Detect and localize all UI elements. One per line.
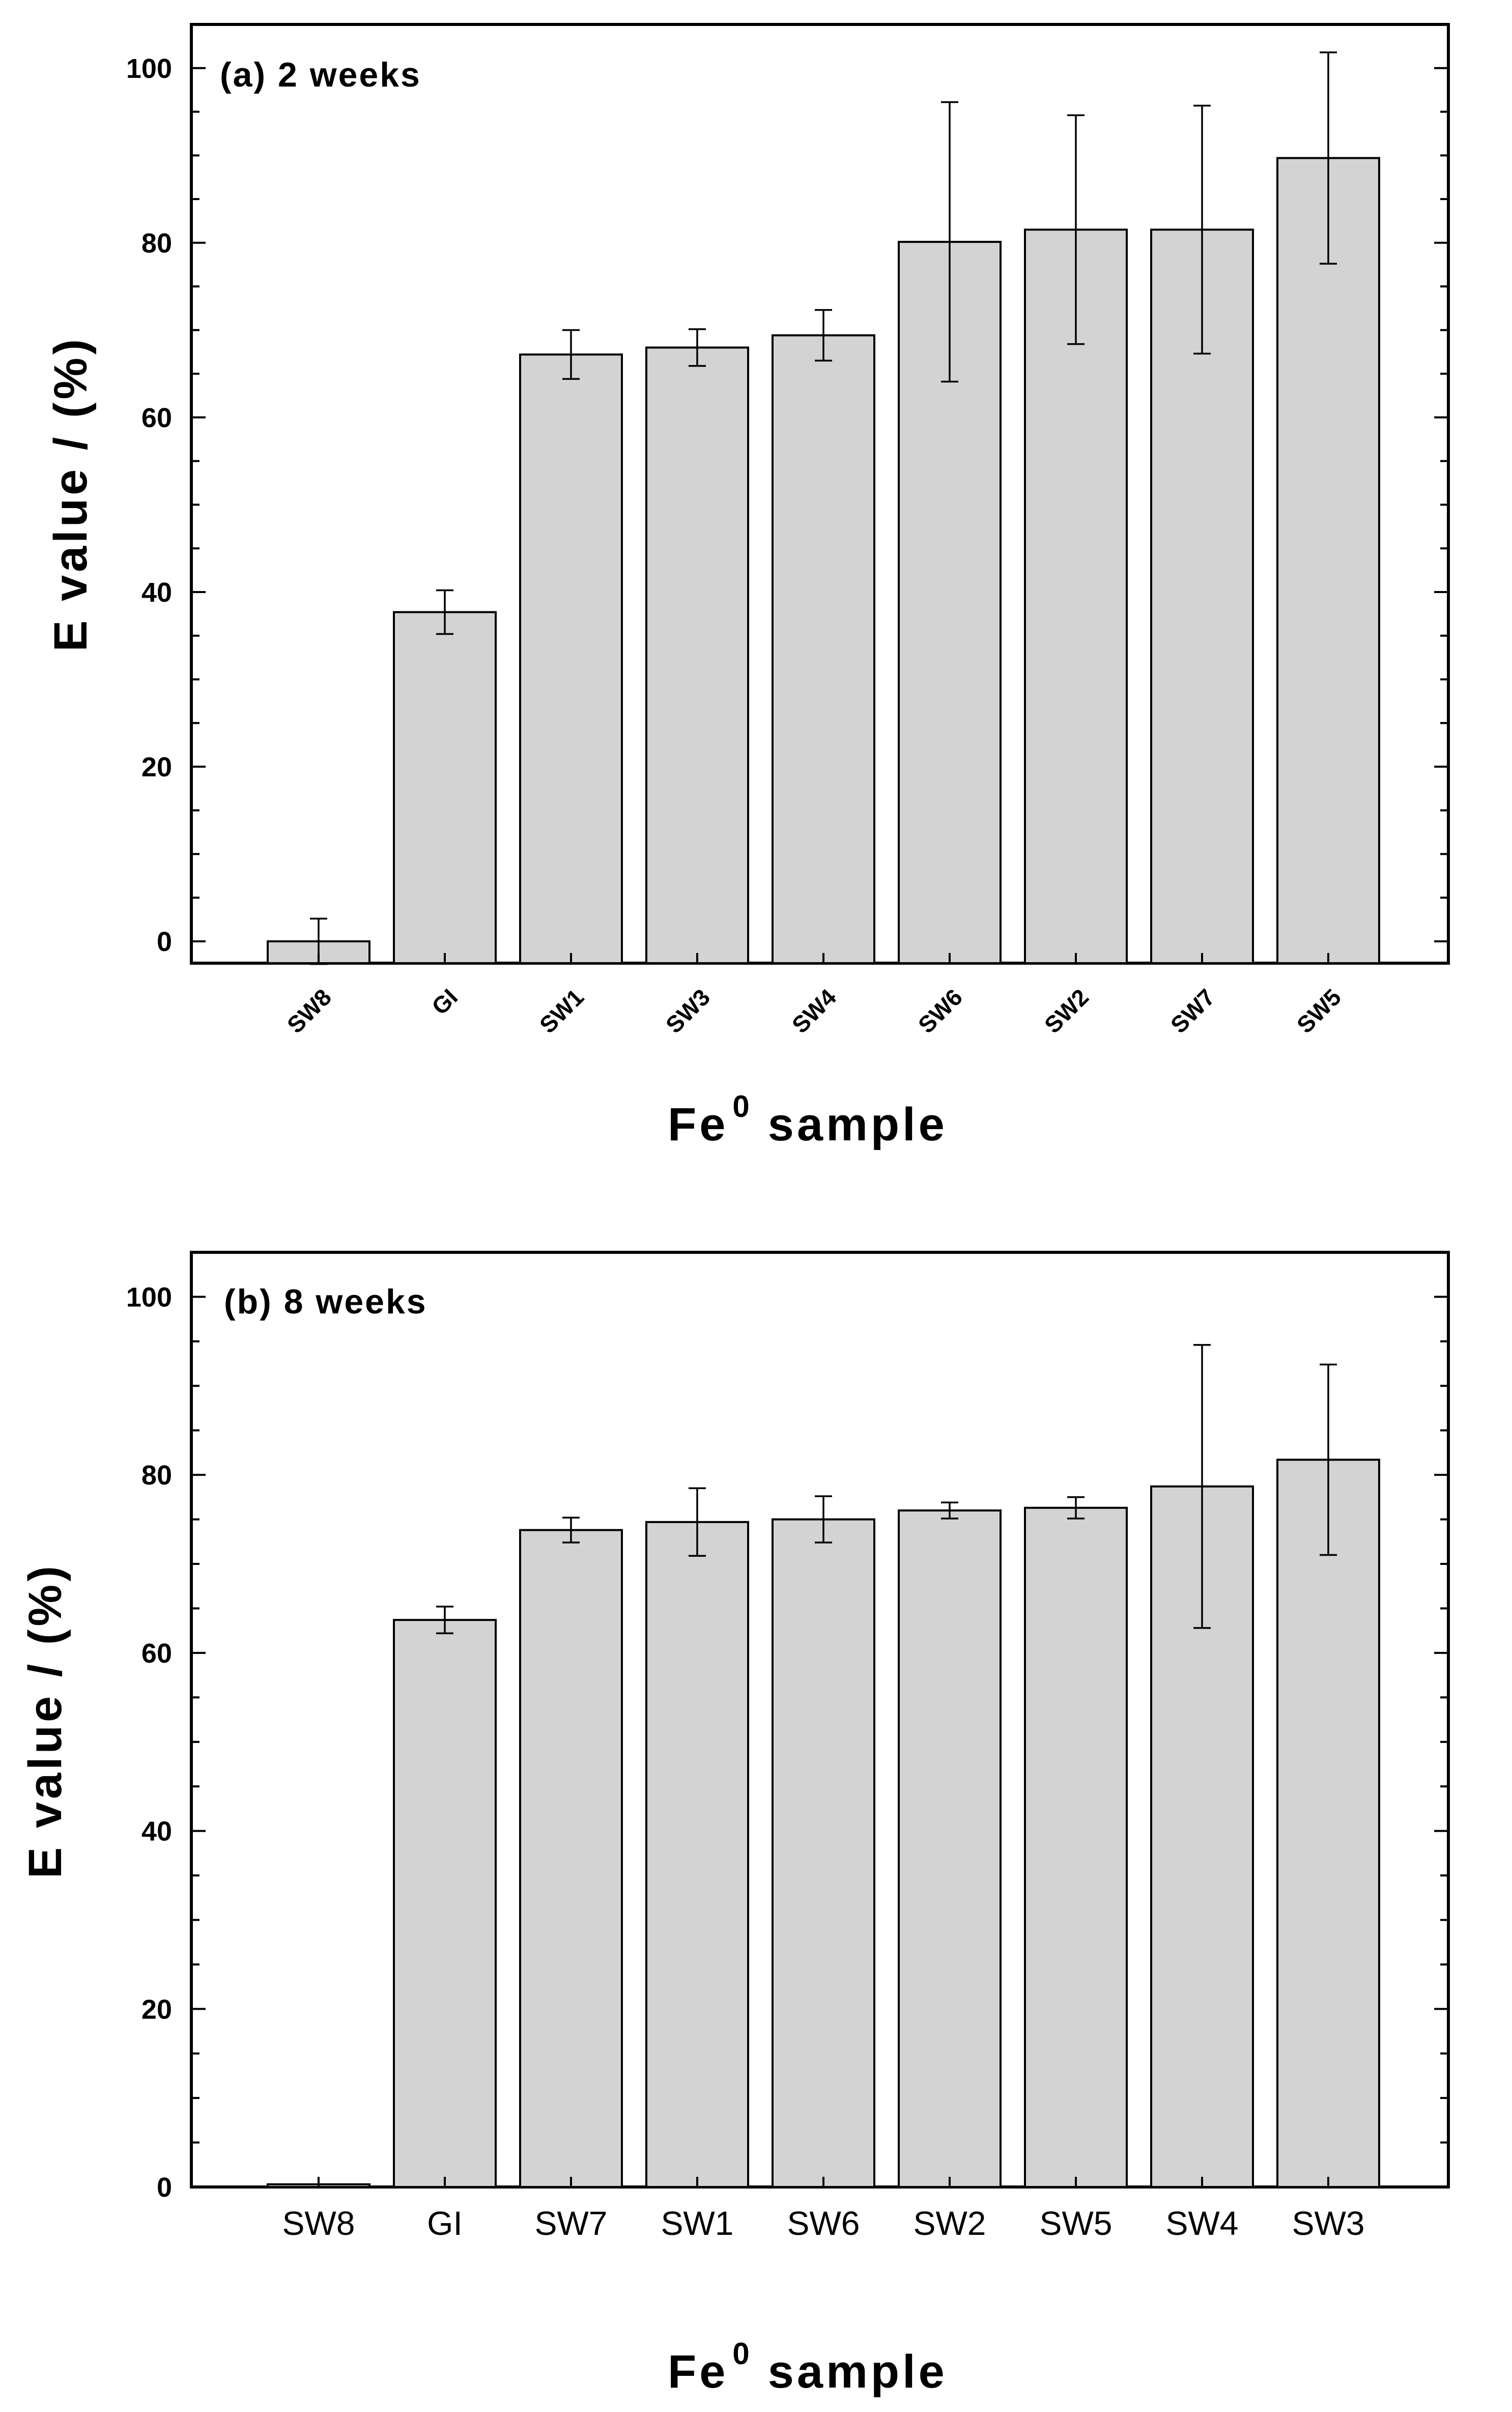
- panel-a-xtick-label-sw2: SW2: [1039, 984, 1094, 1038]
- panel-a-ylabel: E value / (%): [45, 336, 97, 652]
- panel-b-xtick-label-sw7: SW7: [534, 2204, 607, 2242]
- panel-a-ytick-label-0: 0: [157, 927, 172, 957]
- panel-b-ytick-label-0: 0: [157, 2172, 172, 2203]
- panel-b-bar-sw1: [645, 1521, 749, 2188]
- panel-b-xtick-label-sw6: SW6: [787, 2204, 860, 2242]
- panel-a-marks: SW8 GI SW1 SW3 SW4 SW6 SW2 SW7 SW5 0 20 40 60 80 100: [126, 51, 1448, 1039]
- panel-a-xlabel-superscript: 0: [732, 1089, 752, 1124]
- panel-b-xtick-label-gi: GI: [427, 2204, 463, 2242]
- panel-a-xtick-label-sw3: SW3: [661, 984, 715, 1038]
- panel-b-xtick-label-sw4: SW4: [1165, 2204, 1238, 2242]
- panel-a-bar-sw1: [519, 353, 623, 964]
- panel-a-bar-sw2: [1024, 229, 1128, 965]
- panel-a-xlabel: Fe 0 sample: [668, 1089, 948, 1151]
- panel-a-bar-sw5: [1276, 157, 1380, 964]
- panel-b-ylabel: E value / (%): [19, 1563, 71, 1878]
- panel-b-bar-sw7: [519, 1529, 623, 2188]
- panel-b-ytick-label-40: 40: [141, 1816, 172, 1847]
- panel-b-ytick-label-100: 100: [126, 1282, 172, 1312]
- panel-a-bar-sw4: [772, 334, 875, 964]
- panel-b-xtick-label-sw3: SW3: [1292, 2204, 1364, 2242]
- panel-a-xtick-label-sw6: SW6: [913, 984, 967, 1038]
- panel-a-ytick-label-60: 60: [141, 403, 172, 433]
- panel-b-marks: SW8 GI SW7 SW1 SW6 SW2 SW5 SW4 SW3 0 20 40 60 80 100: [126, 1282, 1448, 2242]
- panel-a-title: (a) 2 weeks: [220, 55, 421, 94]
- panel-b-ytick-label-20: 20: [141, 1994, 172, 2025]
- panel-b-bar-gi: [393, 1619, 497, 2188]
- panel-a-xtick-label-sw5: SW5: [1292, 984, 1346, 1038]
- panel-b-bar-sw2: [898, 1509, 1002, 2188]
- panel-b-xtick-label-sw8: SW8: [282, 2204, 355, 2242]
- panel-b-ytick-label-80: 80: [141, 1460, 172, 1491]
- panel-a-2-weeks: SW8 GI SW1 SW3 SW4 SW6 SW2 SW7 SW5 0 20 40 60 80 100 (…: [45, 23, 1450, 1151]
- panel-a-ytick-label-40: 40: [141, 577, 172, 608]
- panel-b-xtick-label-sw5: SW5: [1039, 2204, 1112, 2242]
- panel-a-ytick-label-80: 80: [141, 228, 172, 259]
- panel-a-ytick-label-100: 100: [126, 53, 172, 84]
- panel-a-xtick-label-gi: GI: [426, 984, 463, 1020]
- panel-b-bar-sw5: [1024, 1506, 1128, 2189]
- panel-b-xlabel-superscript: 0: [732, 2337, 752, 2371]
- panel-b-xlabel-sample: sample: [768, 2346, 948, 2398]
- panel-a-xtick-label-sw7: SW7: [1165, 984, 1220, 1038]
- panel-a-ytick-label-20: 20: [141, 752, 172, 782]
- panel-a-xtick-label-sw8: SW8: [282, 984, 336, 1038]
- panel-a-bar-gi: [393, 611, 497, 965]
- panel-b-xtick-label-sw2: SW2: [913, 2204, 986, 2242]
- panel-a-bar-sw3: [645, 346, 749, 964]
- panel-a-xtick-label-sw4: SW4: [787, 984, 842, 1039]
- panel-b-8-weeks: SW8 GI SW7 SW1 SW6 SW2 SW5 SW4 SW3 0 20 40 60 80 100 (…: [19, 1251, 1450, 2398]
- panel-b-bar-sw6: [772, 1518, 875, 2189]
- panel-b-bar-sw3: [1276, 1459, 1380, 2189]
- panel-b-ytick-label-60: 60: [141, 1638, 172, 1669]
- panel-b-xlabel: Fe 0 sample: [668, 2337, 948, 2398]
- panel-b-xlabel-fe: Fe: [668, 2346, 728, 2398]
- panel-a-xtick-label-sw1: SW1: [534, 984, 589, 1038]
- panel-a-xlabel-sample: sample: [768, 1099, 948, 1151]
- panel-b-title: (b) 8 weeks: [224, 1282, 427, 1321]
- panel-b-xtick-label-sw1: SW1: [661, 2204, 733, 2242]
- panel-a-xlabel-fe: Fe: [668, 1099, 728, 1151]
